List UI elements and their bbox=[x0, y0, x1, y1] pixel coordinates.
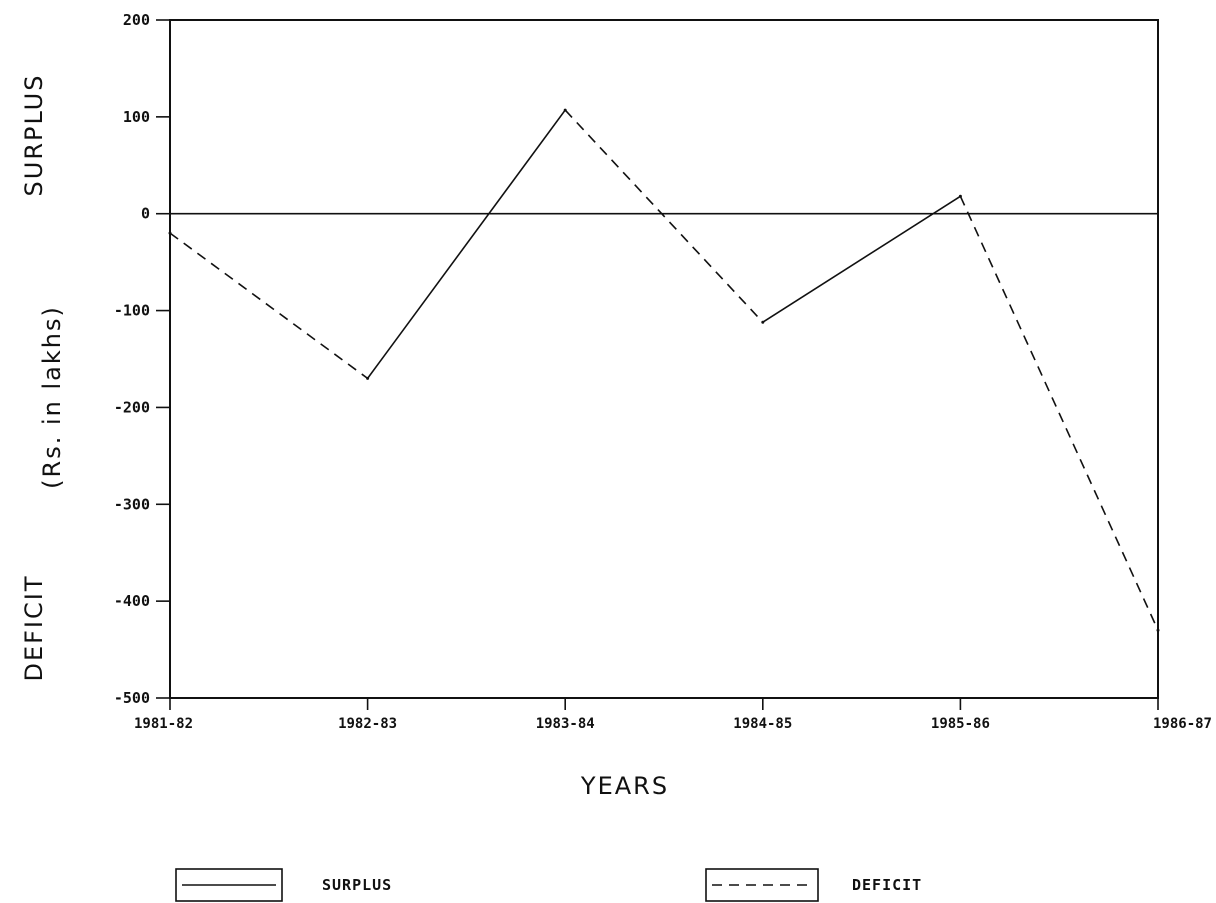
y-tick-label: -100 bbox=[114, 302, 150, 320]
y-axis-label-surplus: SURPLUS bbox=[20, 74, 48, 197]
y-axis-label-deficit: DEFICIT bbox=[20, 574, 48, 681]
data-point bbox=[761, 320, 765, 324]
x-tick-label: 1986-87 bbox=[1153, 716, 1212, 732]
y-tick-label: -300 bbox=[114, 495, 150, 513]
data-point bbox=[563, 108, 567, 112]
x-axis-label: YEARS bbox=[580, 772, 669, 800]
data-point bbox=[168, 231, 172, 235]
y-tick-label: 200 bbox=[123, 11, 150, 29]
y-tick-label: 0 bbox=[141, 205, 150, 223]
x-axis-ticks: 1981-82 1982-83 1983-84 1984-85 1985-86 1986-… bbox=[134, 698, 1212, 732]
y-tick-label: 100 bbox=[123, 108, 150, 126]
data-point bbox=[1156, 628, 1160, 632]
series-segment-dashed bbox=[169, 232, 369, 380]
x-tick-label: 1982-83 bbox=[338, 716, 397, 732]
x-tick-label: 1983-84 bbox=[536, 716, 595, 732]
y-tick-label: -500 bbox=[114, 689, 150, 707]
series-line bbox=[168, 108, 1160, 632]
x-tick-label: 1985-86 bbox=[931, 716, 990, 732]
y-tick-label: -400 bbox=[114, 592, 150, 610]
x-tick-label: 1984-85 bbox=[733, 716, 792, 732]
series-segment-solid bbox=[366, 109, 566, 379]
series-segment-dashed bbox=[959, 195, 1159, 631]
x-tick-label: 1981-82 bbox=[134, 716, 193, 732]
plot-frame bbox=[169, 19, 1159, 699]
y-tick-label: -200 bbox=[114, 398, 150, 416]
y-axis-label-units: (Rs. in lakhs) bbox=[38, 305, 66, 489]
data-point bbox=[366, 376, 370, 380]
legend-label-surplus: SURPLUS bbox=[322, 876, 392, 894]
legend: SURPLUS DEFICIT bbox=[175, 868, 922, 902]
series-segment-dashed bbox=[564, 109, 764, 323]
data-point bbox=[958, 194, 962, 198]
legend-label-deficit: DEFICIT bbox=[852, 876, 922, 894]
legend-swatch-surplus bbox=[175, 868, 283, 902]
y-axis-ticks: 200 100 0 -100 -200 -300 -400 -500 bbox=[114, 11, 170, 707]
series-segment-solid bbox=[762, 195, 961, 323]
legend-swatch-deficit bbox=[705, 868, 819, 902]
